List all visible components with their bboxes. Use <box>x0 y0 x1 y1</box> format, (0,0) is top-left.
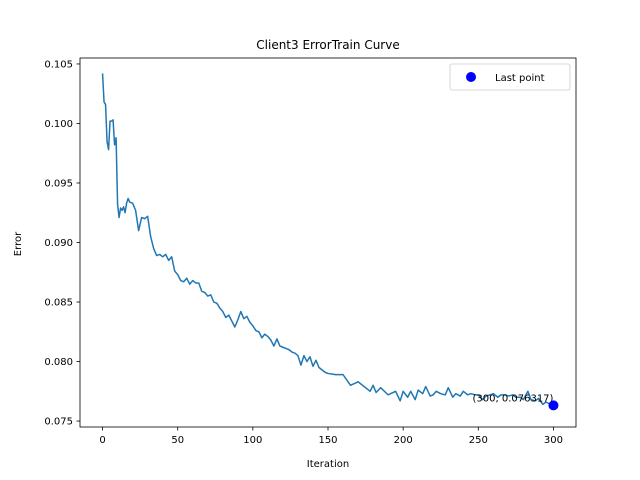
legend-label: Last point <box>495 73 545 84</box>
y-tick-label: 0.095 <box>44 178 73 189</box>
y-tick-label: 0.090 <box>44 238 73 249</box>
y-tick-label: 0.105 <box>44 59 73 70</box>
x-tick-label: 100 <box>243 435 262 446</box>
y-tick-label: 0.100 <box>44 119 73 130</box>
y-axis-label: Error <box>13 231 24 256</box>
legend: Last point <box>450 64 570 90</box>
legend-marker <box>466 72 476 82</box>
y-tick-label: 0.075 <box>44 417 73 428</box>
x-tick-label: 300 <box>544 435 563 446</box>
x-tick-label: 0 <box>99 435 105 446</box>
x-axis-label: Iteration <box>307 459 349 470</box>
chart-title: Client3 ErrorTrain Curve <box>256 38 399 52</box>
x-tick-label: 200 <box>394 435 413 446</box>
x-tick-label: 150 <box>318 435 337 446</box>
y-tick-label: 0.080 <box>44 357 73 368</box>
last-point-annotation: (300, 0.076317) <box>472 393 553 404</box>
y-tick-label: 0.085 <box>44 298 73 309</box>
x-tick-label: 50 <box>171 435 184 446</box>
x-tick-label: 250 <box>469 435 488 446</box>
